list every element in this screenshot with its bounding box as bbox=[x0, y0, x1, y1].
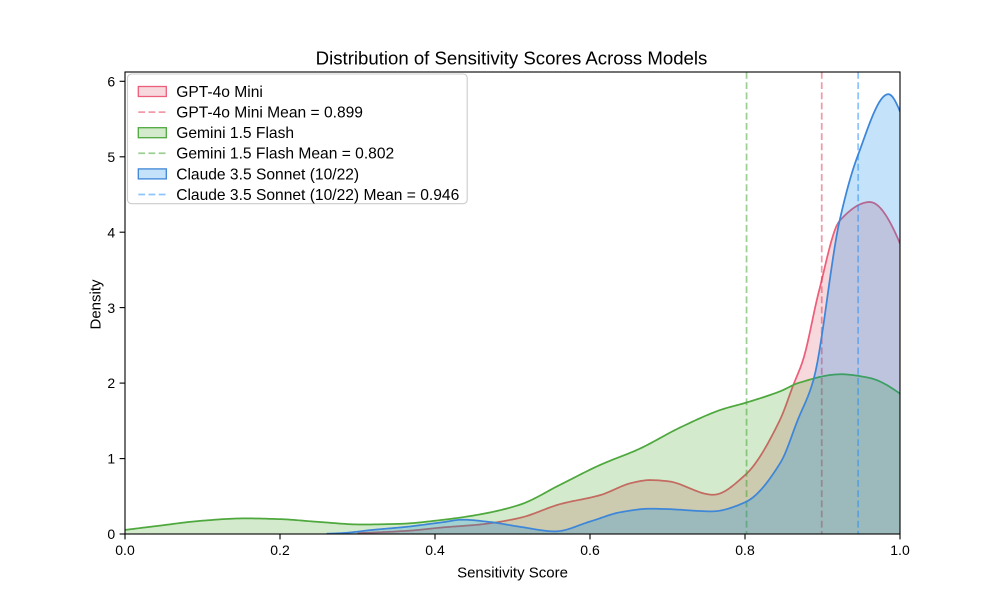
svg-text:GPT-4o Mini: GPT-4o Mini bbox=[176, 84, 263, 101]
svg-text:0.2: 0.2 bbox=[270, 542, 290, 558]
svg-text:Gemini 1.5 Flash: Gemini 1.5 Flash bbox=[176, 125, 294, 142]
svg-text:0.0: 0.0 bbox=[115, 542, 135, 558]
svg-text:6: 6 bbox=[107, 73, 115, 89]
svg-text:Gemini 1.5 Flash Mean = 0.802: Gemini 1.5 Flash Mean = 0.802 bbox=[176, 146, 394, 163]
svg-text:0.6: 0.6 bbox=[580, 542, 600, 558]
svg-text:0.8: 0.8 bbox=[735, 542, 755, 558]
svg-text:Claude 3.5 Sonnet (10/22) Mean: Claude 3.5 Sonnet (10/22) Mean = 0.946 bbox=[176, 187, 459, 204]
svg-text:4: 4 bbox=[107, 224, 115, 240]
svg-text:Sensitivity Score: Sensitivity Score bbox=[457, 565, 568, 582]
svg-text:5: 5 bbox=[107, 149, 115, 165]
svg-text:Distribution of Sensitivity Sc: Distribution of Sensitivity Scores Acros… bbox=[316, 47, 708, 68]
svg-text:0: 0 bbox=[107, 526, 115, 542]
svg-text:0.4: 0.4 bbox=[425, 542, 445, 558]
svg-text:2: 2 bbox=[107, 375, 115, 391]
svg-text:GPT-4o Mini Mean = 0.899: GPT-4o Mini Mean = 0.899 bbox=[176, 105, 363, 122]
svg-text:3: 3 bbox=[107, 300, 115, 316]
svg-text:Claude 3.5 Sonnet (10/22): Claude 3.5 Sonnet (10/22) bbox=[176, 166, 359, 183]
svg-text:1: 1 bbox=[107, 451, 115, 467]
svg-text:Density: Density bbox=[88, 279, 105, 330]
svg-text:1.0: 1.0 bbox=[890, 542, 910, 558]
